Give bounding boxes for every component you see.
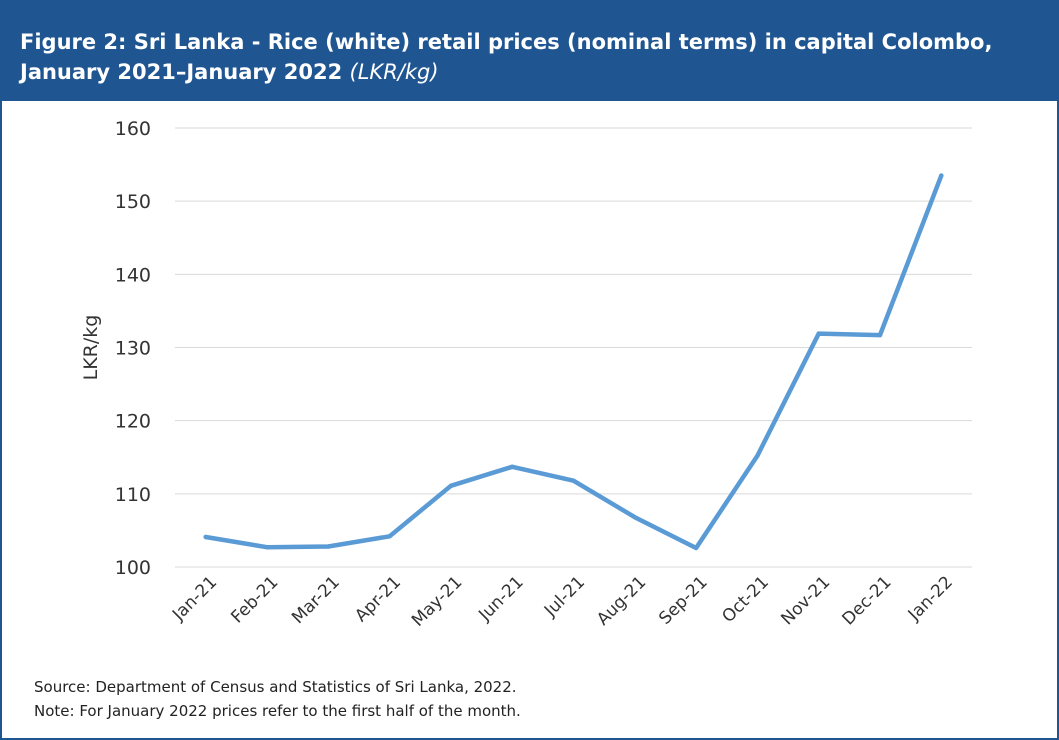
x-tick-label: Nov-21 [777, 572, 834, 629]
source-note: Source: Department of Census and Statist… [34, 678, 517, 696]
x-tick-label: Feb-21 [227, 572, 282, 627]
x-tick-label: Sep-21 [655, 572, 711, 628]
data-point [326, 544, 331, 549]
y-tick-label: 120 [115, 411, 151, 433]
x-tick-label: Mar-21 [288, 572, 344, 628]
data-point [203, 534, 208, 540]
x-tick-label: Jun-21 [474, 572, 527, 625]
figure-header: Figure 2: Sri Lanka - Rice (white) retai… [0, 0, 1059, 101]
y-tick-label: 100 [115, 557, 151, 579]
data-point [509, 464, 515, 469]
y-tick-label: 140 [115, 264, 151, 286]
data-point [571, 478, 576, 483]
y-tick-label: 130 [115, 338, 151, 360]
x-tick-label: Jan-22 [904, 572, 957, 625]
x-tick-label: Aug-21 [593, 572, 650, 629]
title-unit: (LKR/kg) [349, 60, 439, 84]
x-tick-label: Apr-21 [351, 572, 405, 626]
title-main: Figure 2: Sri Lanka - Rice (white) retai… [20, 30, 993, 84]
y-tick-label: 150 [115, 191, 151, 213]
series-line-rice-price [203, 173, 944, 551]
data-point [632, 515, 638, 520]
footnote: Note: For January 2022 prices refer to t… [34, 702, 521, 720]
data-point [816, 331, 821, 336]
data-point [264, 545, 270, 550]
figure-title: Figure 2: Sri Lanka - Rice (white) retai… [20, 27, 1040, 87]
data-point [755, 453, 760, 458]
x-tick-label: Jan-21 [168, 572, 221, 625]
y-tick-label: 160 [115, 118, 151, 140]
x-tick-label: Oct-21 [718, 572, 773, 627]
x-tick-label: Jul-21 [540, 572, 589, 621]
x-tick-label: May-21 [408, 572, 466, 630]
data-point [693, 545, 699, 551]
y-axis-label: LKR/kg [80, 315, 102, 381]
x-tick-label: Dec-21 [839, 572, 896, 629]
data-point [387, 534, 392, 539]
y-tick-label: 110 [115, 484, 151, 506]
data-point [448, 483, 454, 488]
data-point [939, 173, 944, 178]
data-point [877, 332, 883, 338]
